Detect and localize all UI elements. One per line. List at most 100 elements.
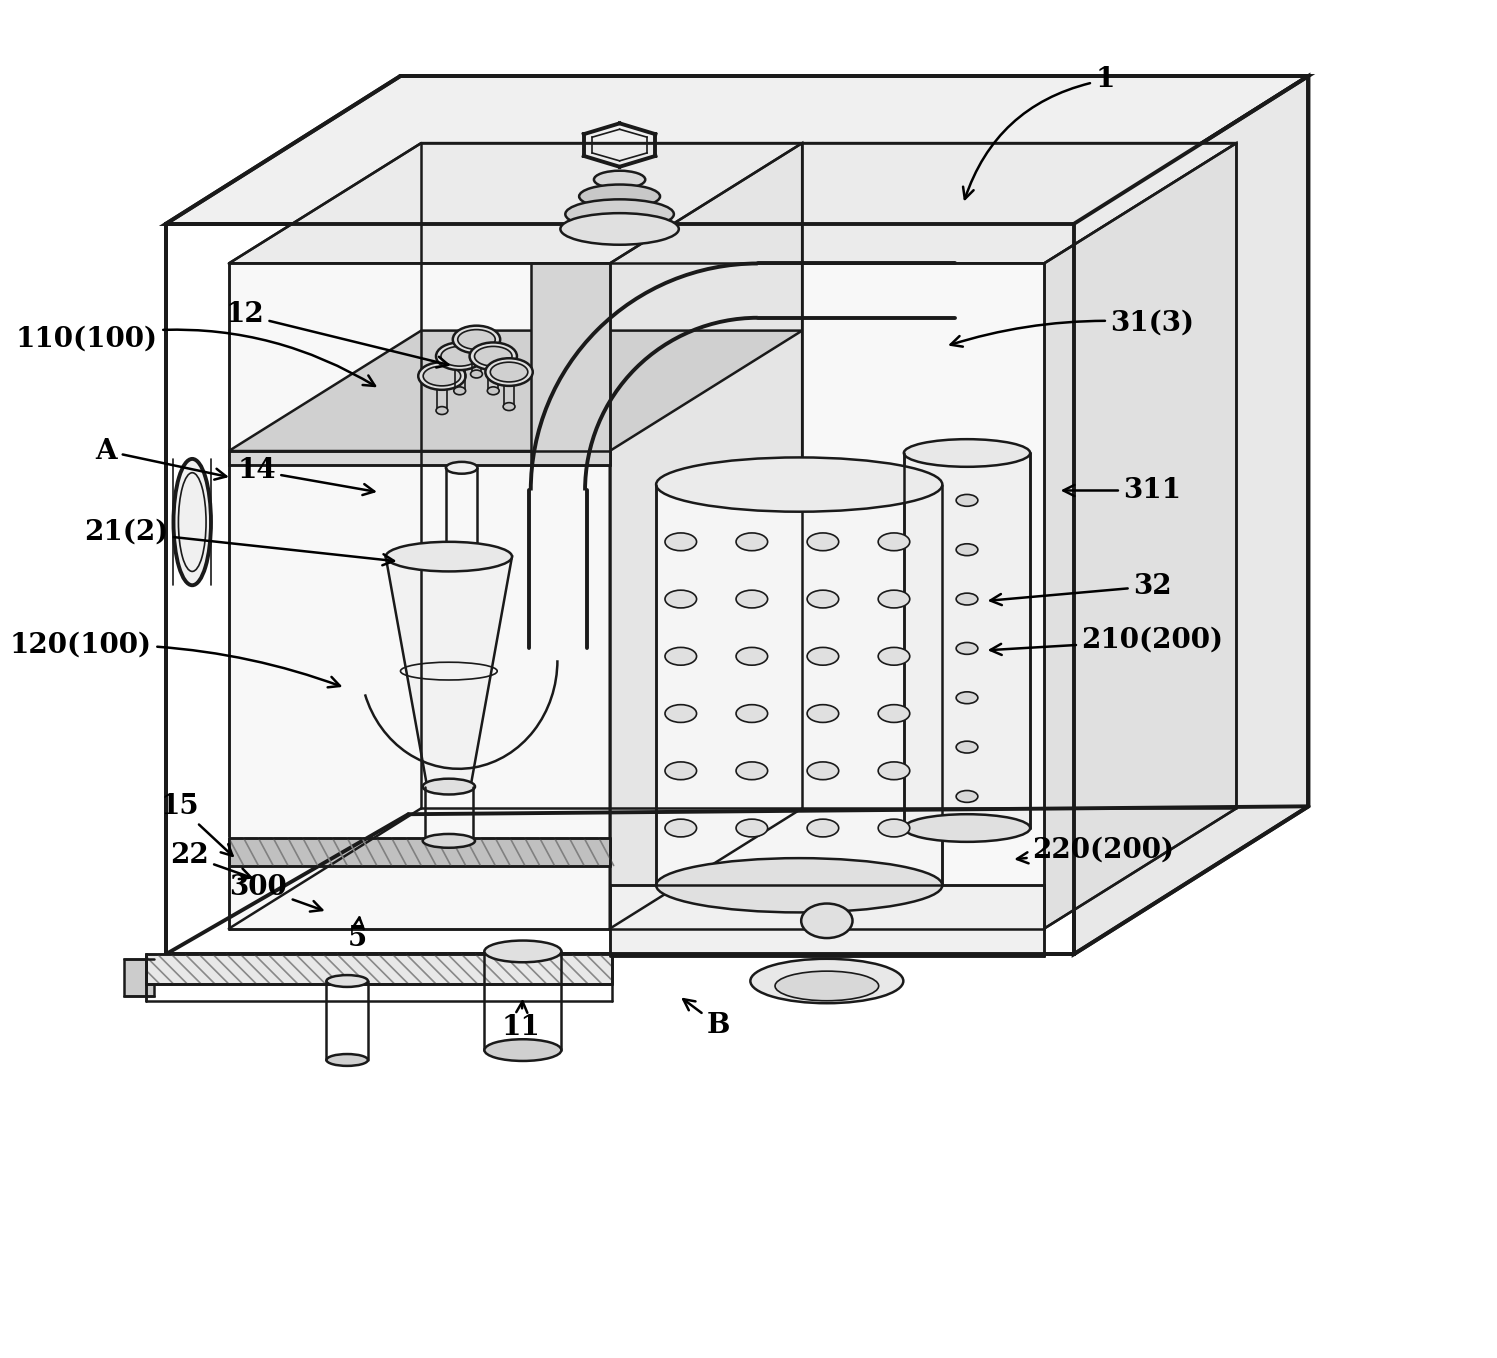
Polygon shape (609, 143, 802, 929)
Ellipse shape (957, 642, 978, 655)
Ellipse shape (491, 363, 528, 382)
Ellipse shape (475, 346, 512, 367)
Polygon shape (145, 955, 612, 985)
Ellipse shape (879, 532, 910, 551)
Ellipse shape (957, 494, 978, 507)
Ellipse shape (665, 705, 696, 722)
Ellipse shape (750, 959, 903, 1004)
Ellipse shape (503, 403, 515, 410)
Ellipse shape (737, 762, 768, 779)
Ellipse shape (458, 330, 496, 349)
Ellipse shape (879, 705, 910, 722)
Ellipse shape (442, 346, 479, 367)
Ellipse shape (560, 213, 678, 244)
Ellipse shape (879, 762, 910, 779)
Ellipse shape (737, 648, 768, 665)
Ellipse shape (904, 815, 1030, 842)
Ellipse shape (485, 1039, 561, 1061)
Ellipse shape (879, 819, 910, 837)
Polygon shape (229, 451, 609, 464)
Text: 22: 22 (169, 842, 251, 879)
Ellipse shape (470, 371, 482, 378)
Text: 31(3): 31(3) (951, 310, 1195, 346)
Polygon shape (229, 263, 1043, 929)
Text: 120(100): 120(100) (9, 631, 340, 687)
Polygon shape (1073, 76, 1308, 955)
Ellipse shape (485, 941, 561, 963)
Text: 32: 32 (991, 573, 1172, 606)
Ellipse shape (656, 858, 942, 913)
Ellipse shape (446, 547, 478, 559)
Ellipse shape (424, 367, 461, 386)
Ellipse shape (436, 342, 484, 371)
Ellipse shape (446, 462, 478, 474)
Ellipse shape (594, 171, 645, 189)
Ellipse shape (326, 975, 368, 987)
Polygon shape (531, 263, 609, 464)
Ellipse shape (807, 591, 838, 608)
Polygon shape (904, 454, 1030, 828)
Ellipse shape (957, 790, 978, 803)
Polygon shape (229, 330, 802, 451)
Polygon shape (229, 143, 1237, 263)
Ellipse shape (904, 439, 1030, 467)
Ellipse shape (737, 705, 768, 722)
Polygon shape (609, 885, 1043, 956)
Ellipse shape (665, 762, 696, 779)
Ellipse shape (665, 591, 696, 608)
Ellipse shape (422, 778, 475, 794)
Polygon shape (386, 557, 512, 786)
Ellipse shape (737, 591, 768, 608)
Text: B: B (683, 999, 731, 1039)
Ellipse shape (957, 593, 978, 604)
Polygon shape (229, 838, 609, 865)
Ellipse shape (807, 705, 838, 722)
Ellipse shape (174, 459, 211, 585)
Text: 5: 5 (347, 918, 367, 952)
Polygon shape (166, 224, 1073, 955)
Ellipse shape (775, 971, 879, 1001)
Text: 1: 1 (963, 67, 1115, 200)
Ellipse shape (326, 1054, 368, 1066)
Ellipse shape (579, 185, 660, 208)
Polygon shape (166, 76, 1308, 224)
Ellipse shape (957, 691, 978, 703)
Ellipse shape (957, 741, 978, 754)
Ellipse shape (807, 648, 838, 665)
Ellipse shape (665, 648, 696, 665)
Ellipse shape (801, 903, 852, 938)
Text: 21(2): 21(2) (84, 519, 394, 565)
Text: 14: 14 (237, 458, 374, 496)
Ellipse shape (418, 363, 466, 390)
Text: 220(200): 220(200) (1016, 837, 1174, 864)
Ellipse shape (436, 406, 448, 414)
Polygon shape (656, 485, 942, 885)
Text: 15: 15 (160, 793, 232, 856)
Text: 210(200): 210(200) (991, 627, 1223, 655)
Ellipse shape (879, 648, 910, 665)
Text: 11: 11 (501, 1001, 540, 1040)
Text: 110(100): 110(100) (15, 326, 374, 386)
Ellipse shape (485, 359, 533, 386)
Text: A: A (96, 437, 226, 479)
Ellipse shape (737, 532, 768, 551)
Ellipse shape (957, 543, 978, 555)
Ellipse shape (566, 200, 674, 230)
Text: 300: 300 (229, 873, 322, 911)
Ellipse shape (665, 532, 696, 551)
Ellipse shape (656, 458, 942, 512)
Ellipse shape (807, 762, 838, 779)
Ellipse shape (386, 542, 512, 572)
Ellipse shape (879, 591, 910, 608)
Polygon shape (124, 959, 154, 995)
Ellipse shape (422, 834, 475, 847)
Text: 311: 311 (1063, 477, 1181, 504)
Ellipse shape (807, 819, 838, 837)
Ellipse shape (807, 532, 838, 551)
Ellipse shape (452, 326, 500, 353)
Text: 12: 12 (225, 301, 449, 368)
Ellipse shape (470, 342, 516, 371)
Ellipse shape (488, 387, 499, 395)
Ellipse shape (737, 819, 768, 837)
Ellipse shape (454, 387, 466, 395)
